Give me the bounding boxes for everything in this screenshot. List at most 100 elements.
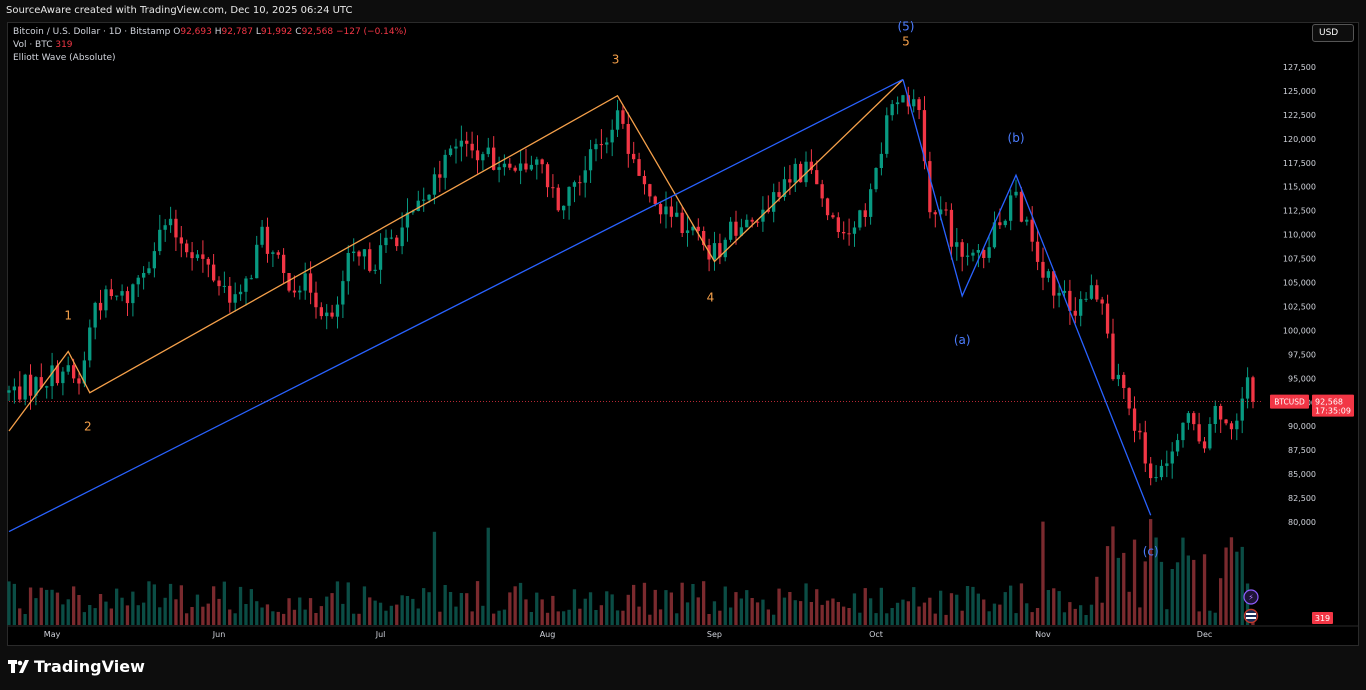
source-text: SourceAware created with TradingView.com… [6, 5, 353, 16]
candle-body [788, 179, 792, 183]
candle-body [72, 365, 76, 379]
volume-bar [1229, 537, 1234, 625]
low-value: 91,992 [260, 27, 293, 37]
volume-bar [1235, 551, 1239, 625]
volume-bar [260, 607, 264, 625]
candle-body [357, 251, 361, 257]
volume-bar [298, 597, 302, 625]
candle-body [1127, 388, 1131, 409]
volume-bar [432, 531, 437, 625]
volume-bar [470, 611, 474, 625]
candle-body [422, 199, 426, 201]
candle-body [718, 243, 722, 258]
candle-body [486, 147, 490, 155]
candle-body [168, 218, 173, 226]
volume-label[interactable]: Vol · BTC [13, 40, 53, 50]
volume-bar [642, 582, 647, 625]
candle-body [1235, 420, 1239, 430]
candle-body [1116, 374, 1120, 380]
volume-bar [373, 600, 377, 625]
volume-bar [45, 589, 49, 625]
candle-body [971, 252, 975, 256]
candle-body [939, 209, 943, 215]
volume-bar [109, 608, 113, 625]
symbol-label[interactable]: Bitcoin / U.S. Dollar · 1D · Bitstamp [13, 27, 171, 37]
volume-bar [729, 607, 733, 625]
tradingview-logo[interactable]: TradingView [8, 657, 145, 676]
volume-bar [852, 593, 857, 625]
tradingview-brand: TradingView [34, 657, 145, 676]
volume-bar [734, 592, 738, 625]
volume-bar [1041, 521, 1045, 625]
us-flag-icon[interactable] [1243, 608, 1259, 624]
candle-body [271, 252, 275, 254]
volume-bar [1202, 554, 1207, 625]
candle-body [912, 99, 916, 107]
candle-body [820, 184, 824, 199]
volume-bar [885, 613, 889, 625]
candle-body [28, 374, 33, 396]
candle-body [1186, 413, 1190, 423]
candle-body [282, 254, 286, 273]
candle-body [93, 302, 97, 328]
volume-bar [1100, 602, 1104, 625]
volume-bar [174, 599, 178, 625]
volume-bar [158, 607, 162, 625]
volume-bar [599, 605, 603, 625]
volume-bar [88, 605, 92, 625]
volume-bar [912, 587, 916, 625]
countdown-value: 17:35:09 [1315, 407, 1351, 416]
volume-bar [739, 598, 743, 625]
volume-bar [55, 592, 60, 625]
currency-button[interactable]: USD [1312, 24, 1354, 42]
volume-bar [319, 606, 323, 625]
candle-body [438, 174, 442, 178]
volume-bar [427, 592, 431, 625]
candle-body [572, 182, 577, 187]
volume-bar [276, 611, 280, 625]
candle-body [1224, 419, 1228, 424]
candle-body [1181, 422, 1185, 441]
candle-body [1046, 271, 1050, 278]
volume-bar [222, 581, 226, 625]
volume-bar [486, 527, 490, 625]
volume-bar [648, 614, 652, 625]
candle-body [540, 159, 544, 165]
candle-body [400, 227, 404, 247]
volume-bar [944, 614, 948, 625]
candle-body [583, 170, 587, 183]
volume-bar [632, 584, 636, 625]
volume-bar [217, 598, 221, 625]
candle-body [185, 243, 189, 253]
candle-body [39, 377, 43, 388]
volume-bar [540, 599, 544, 625]
volume-bar [863, 588, 867, 625]
wave-label: (c) [1143, 544, 1159, 558]
candle-body [885, 115, 889, 154]
volume-bar [1138, 607, 1142, 625]
volume-bar [465, 593, 469, 625]
volume-bar [976, 593, 980, 625]
candle-body [992, 222, 997, 248]
volume-bar [1062, 612, 1067, 625]
candle-body [384, 237, 388, 246]
volume-bar [955, 594, 959, 625]
event-icon[interactable] [1243, 589, 1259, 605]
candle-body [427, 194, 431, 200]
candle-body [949, 209, 954, 247]
candle-body [831, 215, 835, 218]
candle-body [319, 307, 323, 317]
wave-label: 1 [64, 308, 72, 322]
candle-body [45, 386, 49, 388]
candle-body [1003, 220, 1007, 226]
time-axis-label: Jun [212, 630, 226, 639]
indicator-label[interactable]: Elliott Wave (Absolute) [13, 53, 116, 63]
elliott-wave-degree [8, 78, 904, 533]
volume-bar [594, 610, 598, 625]
volume-bar [1035, 608, 1040, 625]
candle-body [163, 225, 167, 230]
candle-body [1122, 374, 1126, 388]
time-axis-label: Dec [1197, 630, 1212, 639]
volume-bar [438, 611, 442, 625]
